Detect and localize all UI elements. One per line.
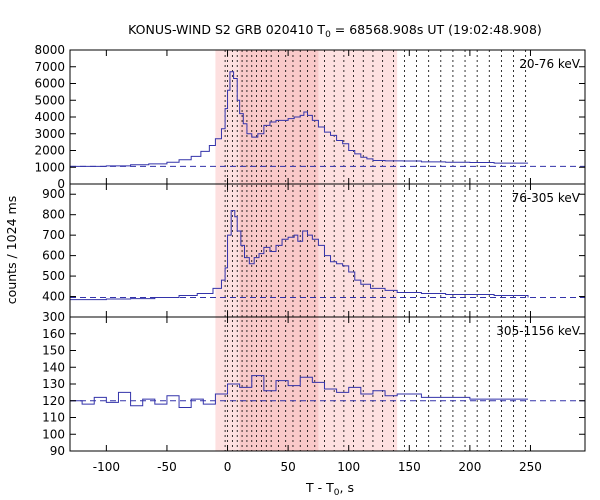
y-tick-label: 500 (42, 269, 65, 283)
y-tick-label: 150 (42, 344, 65, 358)
y-tick-label: 6000 (34, 77, 65, 91)
y-tick-label: 110 (42, 411, 65, 425)
x-axis-label: T - T0, s (305, 480, 354, 498)
y-tick-label: 900 (42, 187, 65, 201)
x-tick-label: 150 (398, 460, 421, 474)
y-tick-label: 1000 (34, 160, 65, 174)
x-tick-label: 0 (224, 460, 232, 474)
y-axis-label: counts / 1024 ms (4, 196, 19, 304)
y-tick-label: 160 (42, 327, 65, 341)
y-tick-label: 120 (42, 394, 65, 408)
panel-energy-label: 20-76 keV (519, 57, 581, 71)
y-tick-label: 600 (42, 249, 65, 263)
x-tick-label: 100 (337, 460, 360, 474)
panel-2: 90 100 110 120 130 140 150 160 305-1156 keV (42, 316, 586, 458)
shaded-intervals-layer (215, 50, 527, 451)
y-tick-label: 130 (42, 377, 65, 391)
x-tick-label: 250 (519, 460, 542, 474)
panel-energy-label: 76-305 keV (512, 191, 581, 205)
y-tick-label: 140 (42, 360, 65, 374)
light-curve-series (70, 71, 529, 167)
panel-energy-label: 305-1156 keV (496, 324, 580, 338)
y-tick-label: 5000 (34, 93, 65, 107)
light-curve-series (70, 375, 529, 408)
y-tick-label: 8000 (34, 43, 65, 57)
x-tick-label: -100 (93, 460, 120, 474)
y-tick-label: 0 (57, 177, 65, 191)
panel-1: 300 400 500 600 700 800 900 76-305 keV (42, 183, 586, 324)
x-tick-label: 200 (458, 460, 481, 474)
x-tick-label: -50 (157, 460, 177, 474)
y-tick-label: 90 (50, 444, 65, 458)
x-tick-label: 50 (280, 460, 295, 474)
y-tick-label: 100 (42, 427, 65, 441)
y-tick-label: 3000 (34, 127, 65, 141)
light-curve-series (70, 210, 529, 301)
y-tick-label: 400 (42, 290, 65, 304)
y-tick-label: 2000 (34, 144, 65, 158)
y-tick-label: 7000 (34, 60, 65, 74)
y-tick-label: 300 (42, 310, 65, 324)
shaded-interval (239, 50, 319, 451)
y-tick-label: 800 (42, 208, 65, 222)
chart-title: KONUS-WIND S2 GRB 020410 T0 = 68568.908s… (128, 22, 542, 40)
y-tick-label: 700 (42, 228, 65, 242)
y-tick-label: 4000 (34, 110, 65, 124)
